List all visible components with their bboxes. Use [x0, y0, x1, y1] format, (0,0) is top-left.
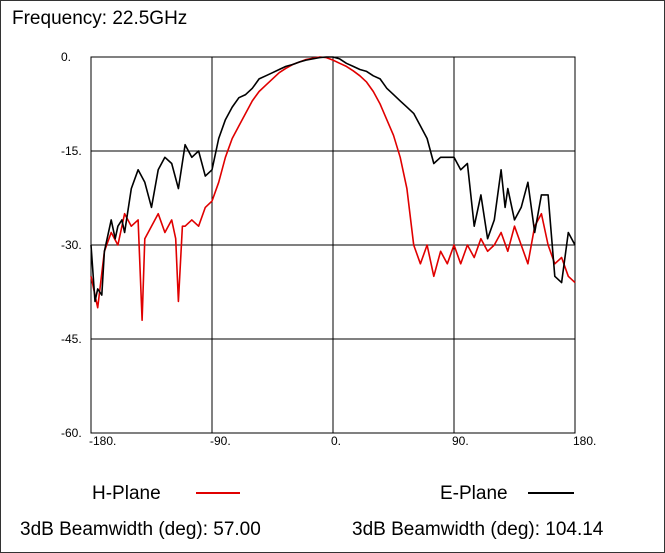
x-tick-label: 90. — [452, 434, 469, 448]
x-tick-label: 180. — [573, 434, 596, 448]
x-tick-label: -90. — [210, 434, 231, 448]
legend-e-plane-label: E-Plane — [440, 483, 508, 504]
x-tick-label: 0. — [331, 434, 341, 448]
x-tick-label: -180. — [89, 434, 116, 448]
e-plane-beamwidth: 3dB Beamwidth (deg): 104.14 — [352, 519, 604, 540]
h-plane-beamwidth: 3dB Beamwidth (deg): 57.00 — [20, 519, 261, 540]
tick-labels: -180. -90. 0. 90. 180. 0. -15. -30. -45. -60. — [61, 50, 596, 448]
y-tick-label: -60. — [61, 426, 82, 440]
y-tick-label: 0. — [61, 50, 71, 64]
series-lines — [90, 56, 576, 322]
y-tick-label: -15. — [61, 144, 82, 158]
legend-h-plane-label: H-Plane — [92, 483, 161, 504]
y-tick-label: -30. — [61, 238, 82, 252]
y-tick-label: -45. — [61, 332, 82, 346]
chart-title: Frequency: 22.5GHz — [12, 8, 188, 29]
e-plane-series-line — [90, 56, 576, 303]
